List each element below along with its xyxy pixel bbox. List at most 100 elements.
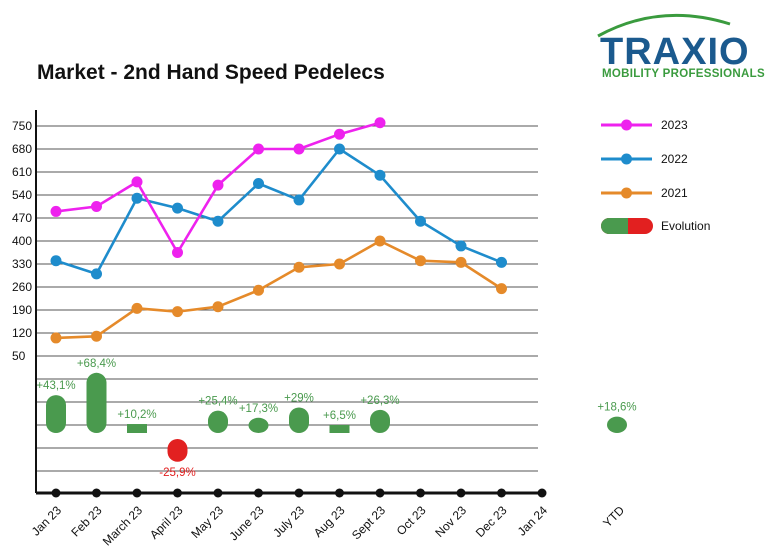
evolution-bar: [127, 424, 147, 433]
point-2023: [253, 143, 264, 155]
point-2022: [172, 202, 183, 214]
legend-label-2023: 2023: [661, 118, 688, 132]
x-tick-label: Oct 23: [394, 503, 429, 538]
point-2021: [50, 332, 62, 344]
evolution-bar: [370, 409, 390, 433]
y-tick-label: 190: [12, 303, 32, 317]
legend-label-2022: 2022: [661, 152, 688, 166]
x-tick-label: Feb 23: [68, 503, 105, 540]
point-2021: [334, 258, 345, 270]
point-2023: [131, 176, 143, 188]
point-2022: [415, 215, 426, 227]
traxio-logo: TRAXIO MOBILITY PROFESSIONALS: [597, 13, 765, 80]
legend: 2023 2022 2021 Evolution: [601, 118, 710, 234]
point-2023: [334, 128, 345, 140]
x-tick-label: Aug 23: [311, 503, 348, 540]
legend-marker-2023: [621, 119, 632, 131]
evolution-bar: [329, 425, 350, 433]
evolution-label: +43,1%: [36, 380, 75, 392]
point-2022: [131, 192, 143, 204]
x-tick-label: July 23: [270, 503, 307, 540]
series-lines: [50, 117, 507, 344]
point-2023: [50, 205, 62, 217]
point-2023: [293, 143, 305, 155]
evolution-bar: [248, 417, 269, 433]
y-axis-ticks: 750 680 610 540 470 400 330 260 190 120 50: [12, 119, 32, 363]
logo-swoosh-icon: [597, 13, 731, 38]
x-tick-dot: [51, 488, 61, 498]
grid: [36, 125, 538, 472]
chart-title: Market - 2nd Hand Speed Pedelecs: [37, 61, 385, 84]
x-tick-dot: [294, 488, 304, 498]
x-tick-dot: [132, 488, 142, 498]
y-tick-label: 330: [12, 257, 32, 271]
y-tick-label: 260: [12, 280, 32, 294]
x-tick-dot: [213, 488, 223, 498]
point-2023: [374, 117, 386, 129]
point-2021: [131, 302, 143, 314]
logo-tagline: MOBILITY PROFESSIONALS: [602, 68, 765, 80]
point-2022: [496, 256, 507, 268]
x-tick-dot: [416, 488, 425, 498]
y-tick-label: 540: [12, 188, 32, 202]
point-2022: [455, 240, 467, 252]
evolution-bar: [607, 416, 627, 433]
y-tick-label: 680: [12, 142, 32, 156]
x-axis: [35, 110, 547, 498]
x-tick-dot: [335, 488, 344, 498]
series-line-2021: [55, 239, 503, 340]
evolution-label: -25,9%: [159, 467, 195, 479]
point-2023: [212, 179, 224, 191]
x-tick-label: Jan 23: [29, 503, 65, 539]
evolution-label: +26,3%: [360, 395, 399, 407]
x-tick-label: May 23: [188, 503, 226, 541]
series-line-2022: [55, 147, 502, 276]
evolution-bar: [167, 439, 188, 462]
x-tick-dot: [497, 488, 506, 498]
point-2022: [50, 255, 62, 267]
point-2021: [415, 255, 426, 267]
legend-label-2021: 2021: [661, 186, 688, 200]
point-2021: [496, 283, 507, 295]
x-tick-label: April 23: [147, 503, 186, 542]
y-tick-label: 750: [12, 119, 32, 133]
point-2022: [253, 178, 264, 189]
point-2022: [212, 215, 224, 227]
evolution-label: +18,6%: [597, 402, 636, 414]
x-tick-label: Dec 23: [473, 503, 510, 540]
y-tick-label: 50: [12, 349, 26, 363]
x-tick-dot: [173, 488, 182, 498]
legend-label-evolution: Evolution: [661, 219, 710, 233]
legend-marker-2021: [621, 187, 632, 199]
point-2022: [374, 169, 386, 181]
evolution-label: +29%: [284, 392, 314, 404]
x-tick-label: June 23: [227, 503, 267, 543]
x-tick-dot: [254, 488, 263, 498]
x-tick-label: Nov 23: [432, 503, 469, 540]
x-tick-dot: [537, 488, 547, 498]
x-tick-dot: [92, 488, 101, 498]
legend-evolution-positive: [601, 218, 628, 234]
x-tick-label: March 23: [100, 503, 146, 549]
evolution-bar: [46, 395, 66, 433]
evolution-label: +6,5%: [323, 410, 356, 422]
x-tick-label: Sept 23: [349, 503, 388, 542]
point-2021: [212, 301, 224, 313]
point-2021: [455, 256, 467, 268]
evolution-label: +25,4%: [198, 396, 237, 408]
evolution-label: +10,2%: [117, 409, 156, 421]
y-tick-label: 610: [12, 165, 32, 179]
point-2023: [172, 247, 183, 258]
evolution-bars: +43,1%+68,4% +10,2% -25,9% +25,4%+17,3% +29%…: [36, 358, 636, 479]
point-2021: [374, 235, 386, 247]
logo-brand: TRAXIO: [600, 31, 750, 73]
x-tick-dot: [456, 488, 466, 498]
y-tick-label: 120: [12, 326, 32, 340]
evolution-bar: [208, 410, 228, 433]
point-2021: [253, 284, 264, 296]
point-2022: [334, 143, 345, 155]
evolution-label: +17,3%: [239, 403, 278, 415]
x-tick-label: Jan 24: [515, 503, 551, 539]
